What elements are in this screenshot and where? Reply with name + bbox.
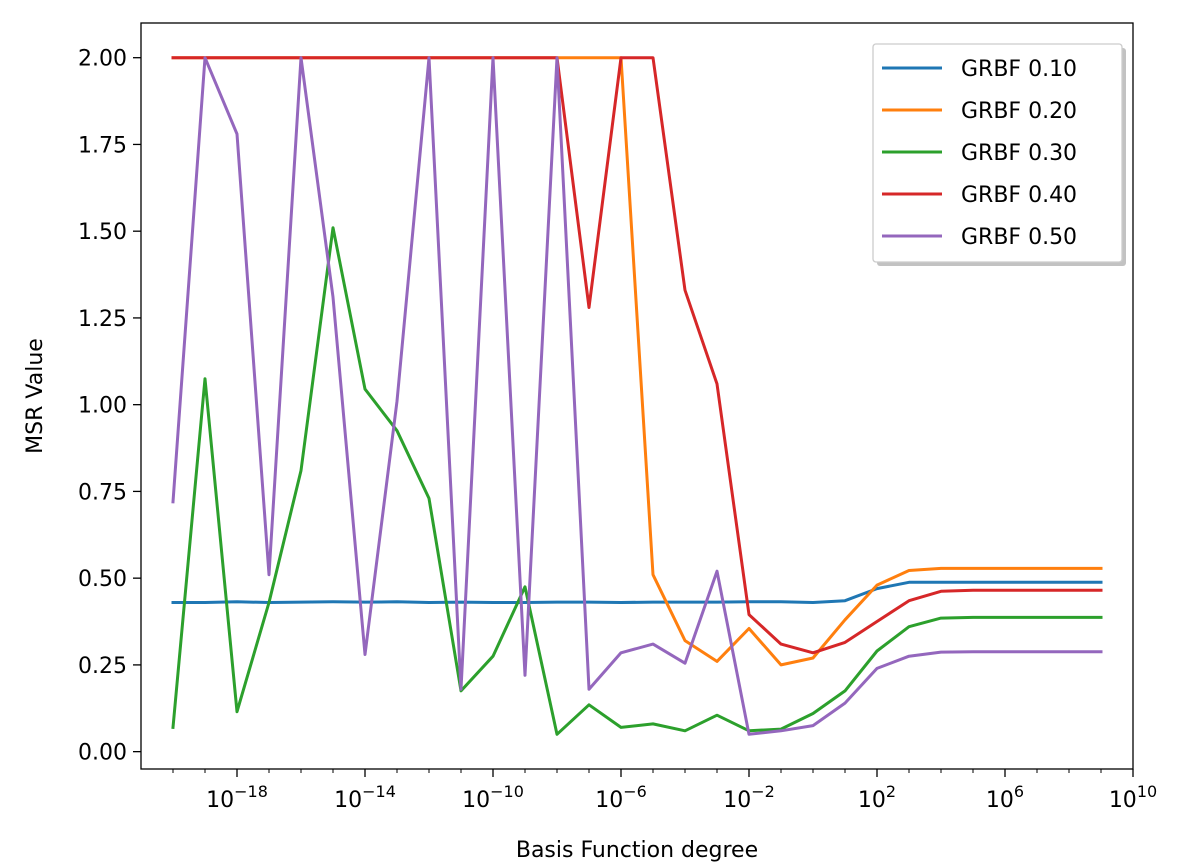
x-axis-label: Basis Function degree — [516, 838, 758, 863]
x-tick-label: 10−14 — [334, 782, 396, 813]
y-tick-label: 2.00 — [78, 47, 127, 72]
legend: GRBF 0.10 GRBF 0.20 GRBF 0.30 GRBF 0.40 GRBF… — [872, 43, 1126, 266]
legend-box — [872, 43, 1123, 263]
x-tick-label: 1010 — [1109, 782, 1157, 813]
x-tick-label: 10−10 — [462, 782, 524, 813]
y-tick-label: 1.75 — [78, 133, 127, 158]
y-tick-label: 0.75 — [78, 480, 127, 505]
x-tick-label: 10−2 — [723, 782, 775, 813]
y-tick-label: 0.50 — [78, 567, 127, 592]
x-tick-label: 102 — [858, 782, 896, 813]
legend-label: GRBF 0.40 — [961, 183, 1077, 208]
legend-label: GRBF 0.10 — [961, 57, 1077, 82]
y-axis-label: MSR Value — [23, 338, 48, 454]
legend-label: GRBF 0.30 — [961, 141, 1077, 166]
y-tick-label: 1.50 — [78, 220, 127, 245]
y-tick-label: 0.25 — [78, 654, 127, 679]
legend-label: GRBF 0.20 — [961, 99, 1077, 124]
series-line-1 — [171, 580, 1103, 604]
series-layer — [171, 56, 1103, 736]
y-axis: 0.00 0.25 0.50 0.75 1.00 1.25 1.50 1.75 2.00 — [78, 47, 141, 766]
x-tick-label: 10−18 — [206, 782, 268, 813]
y-tick-label: 1.25 — [78, 307, 127, 332]
y-tick-label: 0.00 — [78, 741, 127, 766]
series-line-5 — [171, 56, 1103, 736]
x-axis: 10−18 10−14 10−10 10−6 10−2 102 106 1010 — [172, 769, 1157, 813]
x-tick-label: 10−6 — [595, 782, 647, 813]
x-tick-label: 106 — [986, 782, 1024, 813]
y-tick-label: 1.00 — [78, 394, 127, 419]
plot-frame — [140, 22, 1134, 770]
legend-label: GRBF 0.50 — [961, 225, 1077, 250]
series-line-4 — [171, 56, 1103, 655]
